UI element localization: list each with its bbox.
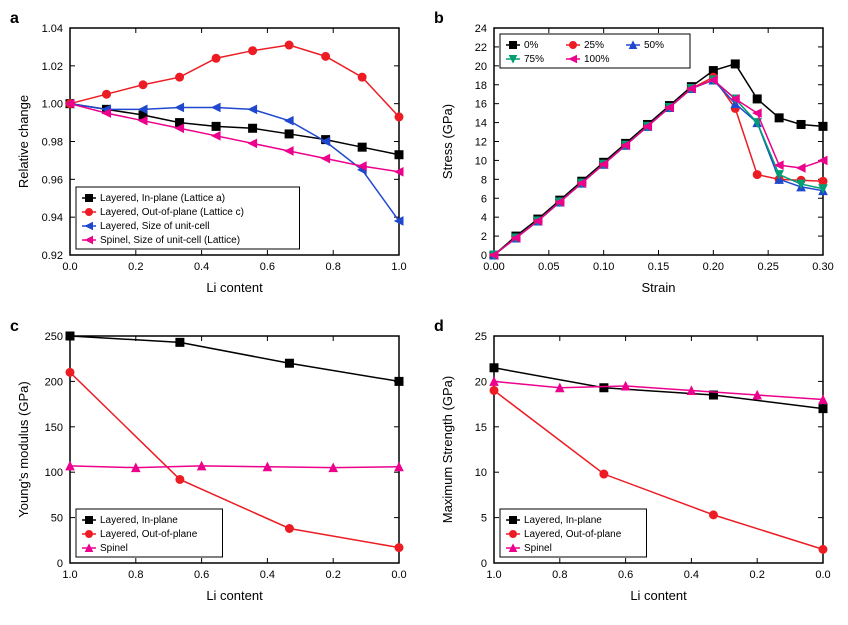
svg-text:0.25: 0.25 bbox=[757, 261, 778, 273]
svg-text:0.20: 0.20 bbox=[703, 261, 724, 273]
svg-text:18: 18 bbox=[475, 80, 487, 92]
svg-text:Li content: Li content bbox=[206, 588, 263, 603]
svg-text:0.30: 0.30 bbox=[812, 261, 833, 273]
svg-text:100: 100 bbox=[45, 467, 63, 479]
panel-a: a 0.0 0.2 0.4 0.6 0.8 1.0 0.92 0.94 0.96 0.98 1.00… bbox=[10, 10, 414, 308]
svg-text:1.00: 1.00 bbox=[42, 99, 63, 111]
svg-text:Li content: Li content bbox=[206, 280, 263, 295]
svg-text:0.2: 0.2 bbox=[750, 569, 765, 581]
svg-text:50%: 50% bbox=[644, 40, 664, 51]
panel-c-label: c bbox=[10, 318, 19, 336]
svg-text:Layered, In-plane: Layered, In-plane bbox=[524, 515, 602, 526]
panel-a-label: a bbox=[10, 10, 19, 28]
svg-text:25%: 25% bbox=[584, 40, 604, 51]
svg-text:5: 5 bbox=[481, 512, 487, 524]
svg-text:Relative change: Relative change bbox=[16, 95, 31, 188]
panel-b-label: b bbox=[434, 10, 444, 28]
svg-text:1.0: 1.0 bbox=[486, 569, 501, 581]
svg-text:Young's modulus (GPa): Young's modulus (GPa) bbox=[16, 381, 31, 517]
svg-text:0.96: 0.96 bbox=[42, 174, 63, 186]
svg-text:1.04: 1.04 bbox=[42, 23, 63, 35]
panel-b: b 0.000.050.100.150.200.250.300246810121… bbox=[434, 10, 838, 308]
svg-text:24: 24 bbox=[475, 23, 487, 35]
svg-text:0.15: 0.15 bbox=[648, 261, 669, 273]
svg-text:6: 6 bbox=[481, 193, 487, 205]
svg-text:75%: 75% bbox=[524, 54, 544, 65]
svg-text:14: 14 bbox=[475, 118, 487, 130]
svg-text:25: 25 bbox=[475, 331, 487, 343]
svg-text:Spinel: Spinel bbox=[100, 543, 128, 554]
panel-d: d 0.0 0.2 0.4 0.6 0.8 1.00 5 10 15 20 25 Li content… bbox=[434, 318, 838, 616]
svg-text:12: 12 bbox=[475, 137, 487, 149]
svg-text:Strain: Strain bbox=[642, 280, 676, 295]
svg-text:20: 20 bbox=[475, 376, 487, 388]
svg-text:50: 50 bbox=[51, 512, 63, 524]
svg-text:Li content: Li content bbox=[630, 588, 687, 603]
svg-text:0.0: 0.0 bbox=[815, 569, 830, 581]
chart-d: 0.0 0.2 0.4 0.6 0.8 1.00 5 10 15 20 25 Li content Ma… bbox=[434, 318, 838, 608]
svg-text:Spinel: Spinel bbox=[524, 543, 552, 554]
svg-text:0%: 0% bbox=[524, 40, 539, 51]
svg-text:20: 20 bbox=[475, 61, 487, 73]
svg-text:10: 10 bbox=[475, 467, 487, 479]
svg-text:Layered, Out-of-plane (Lattice: Layered, Out-of-plane (Lattice c) bbox=[100, 207, 244, 218]
svg-text:0.4: 0.4 bbox=[194, 261, 209, 273]
svg-text:8: 8 bbox=[481, 174, 487, 186]
svg-text:150: 150 bbox=[45, 421, 63, 433]
svg-text:0.4: 0.4 bbox=[260, 569, 275, 581]
svg-text:0.8: 0.8 bbox=[326, 261, 341, 273]
svg-text:10: 10 bbox=[475, 155, 487, 167]
panel-c: c 0.0 0.2 0.4 0.6 0.8 1.00 50 100 150 200 250 Li co… bbox=[10, 318, 414, 616]
svg-text:200: 200 bbox=[45, 376, 63, 388]
svg-text:1.02: 1.02 bbox=[42, 61, 63, 73]
svg-text:4: 4 bbox=[481, 212, 487, 224]
svg-text:Maximum Strength (GPa): Maximum Strength (GPa) bbox=[440, 375, 455, 522]
svg-text:0.6: 0.6 bbox=[618, 569, 633, 581]
svg-text:0.4: 0.4 bbox=[684, 569, 699, 581]
svg-text:0: 0 bbox=[57, 558, 63, 570]
svg-text:0: 0 bbox=[481, 558, 487, 570]
svg-text:0.0: 0.0 bbox=[391, 569, 406, 581]
panel-d-label: d bbox=[434, 318, 444, 336]
svg-text:Layered, Out-of-plane: Layered, Out-of-plane bbox=[524, 529, 622, 540]
svg-text:15: 15 bbox=[475, 421, 487, 433]
svg-text:Layered, Out-of-plane: Layered, Out-of-plane bbox=[100, 529, 198, 540]
svg-text:100%: 100% bbox=[584, 54, 610, 65]
svg-text:0.8: 0.8 bbox=[552, 569, 567, 581]
svg-text:0.2: 0.2 bbox=[128, 261, 143, 273]
svg-text:Layered, Size of unit-cell: Layered, Size of unit-cell bbox=[100, 221, 210, 232]
svg-text:Stress (GPa): Stress (GPa) bbox=[440, 104, 455, 179]
svg-text:0.0: 0.0 bbox=[62, 261, 77, 273]
chart-a: 0.0 0.2 0.4 0.6 0.8 1.0 0.92 0.94 0.96 0.98 1.00 1.… bbox=[10, 10, 414, 300]
chart-c: 0.0 0.2 0.4 0.6 0.8 1.00 50 100 150 200 250 Li cont… bbox=[10, 318, 414, 608]
svg-text:0.6: 0.6 bbox=[260, 261, 275, 273]
svg-text:250: 250 bbox=[45, 331, 63, 343]
svg-text:0.98: 0.98 bbox=[42, 137, 63, 149]
svg-text:Layered, In-plane: Layered, In-plane bbox=[100, 515, 178, 526]
svg-text:Layered, In-plane (Lattice a): Layered, In-plane (Lattice a) bbox=[100, 193, 225, 204]
svg-text:0.05: 0.05 bbox=[538, 261, 559, 273]
svg-text:16: 16 bbox=[475, 99, 487, 111]
svg-text:1.0: 1.0 bbox=[62, 569, 77, 581]
svg-text:Spinel, Size of unit-cell (Lat: Spinel, Size of unit-cell (Lattice) bbox=[100, 235, 240, 246]
svg-text:0.94: 0.94 bbox=[42, 212, 63, 224]
svg-text:0.00: 0.00 bbox=[483, 261, 504, 273]
chart-b: 0.000.050.100.150.200.250.30024681012141… bbox=[434, 10, 838, 300]
svg-text:0.2: 0.2 bbox=[326, 569, 341, 581]
svg-text:2: 2 bbox=[481, 231, 487, 243]
svg-text:22: 22 bbox=[475, 42, 487, 54]
svg-text:0.92: 0.92 bbox=[42, 250, 63, 262]
figure-grid: a 0.00.20.40.60.81.00.920.940.960.981.00… bbox=[10, 10, 838, 615]
svg-text:1.0: 1.0 bbox=[391, 261, 406, 273]
svg-text:0.8: 0.8 bbox=[128, 569, 143, 581]
svg-text:0.10: 0.10 bbox=[593, 261, 614, 273]
svg-text:0: 0 bbox=[481, 250, 487, 262]
svg-text:0.6: 0.6 bbox=[194, 569, 209, 581]
